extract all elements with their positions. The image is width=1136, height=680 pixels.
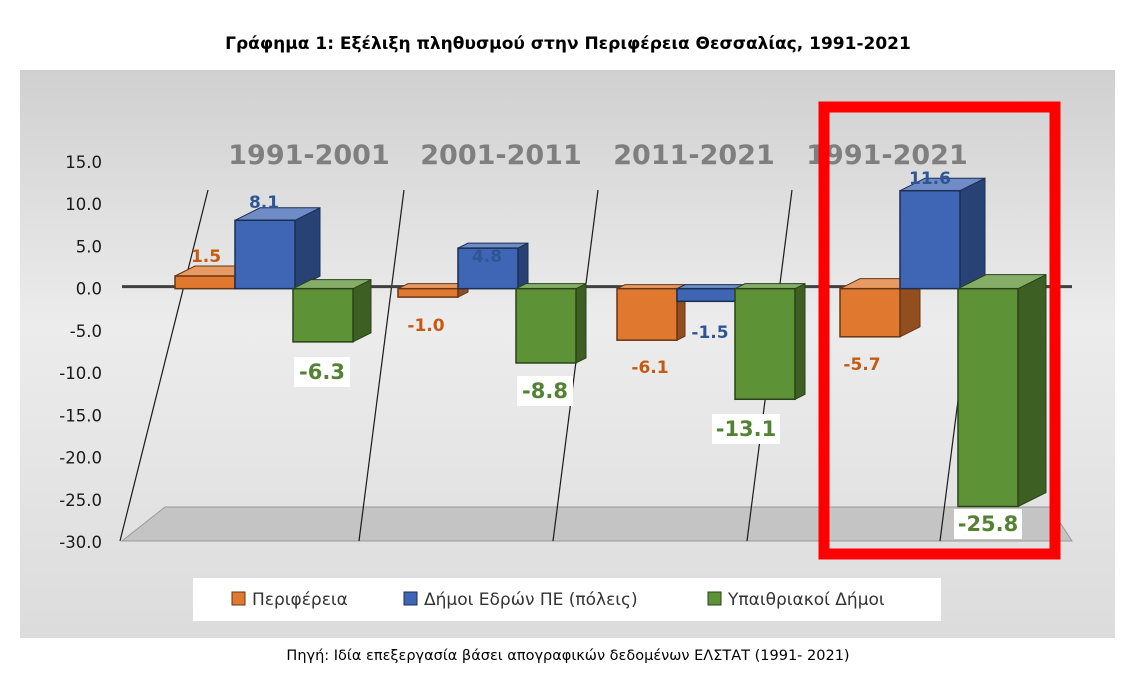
- category-label: 2001-2011: [420, 140, 582, 171]
- legend-swatch: [707, 591, 722, 606]
- data-label: -8.8: [522, 379, 568, 403]
- data-label: 11.6: [909, 169, 951, 189]
- bar: [957, 273, 1047, 508]
- legend-swatch: [231, 591, 246, 606]
- data-label: 1.5: [191, 247, 221, 267]
- bar: [899, 177, 986, 290]
- data-label: -1.0: [407, 316, 444, 336]
- legend-box: [193, 578, 941, 621]
- legend-label: Δήμοι Εδρών ΠΕ (πόλεις): [424, 590, 638, 610]
- data-label: -5.7: [843, 355, 880, 375]
- data-label: -25.8: [958, 512, 1019, 536]
- y-tick-label: 5.0: [76, 237, 102, 256]
- legend-item: Δήμοι Εδρών ΠΕ (πόλεις): [403, 590, 638, 610]
- bar: [292, 278, 372, 343]
- y-tick-label: -20.0: [59, 449, 102, 468]
- y-tick-label: 10.0: [65, 195, 102, 214]
- bar: [457, 242, 529, 290]
- bar: [397, 282, 469, 298]
- category-label: 1991-2001: [228, 140, 390, 171]
- chart-title: Γράφημα 1: Εξέλιξη πληθυσμού στην Περιφέ…: [225, 34, 911, 54]
- y-tick-label: -30.0: [59, 533, 102, 552]
- data-label-bg: [712, 414, 780, 444]
- data-label-bg: [294, 357, 350, 387]
- data-label: -1.5: [691, 323, 728, 343]
- bar: [616, 283, 686, 341]
- legend-item: Περιφέρεια: [231, 590, 348, 610]
- gridline: [358, 189, 405, 542]
- data-label-bg: [517, 376, 573, 406]
- y-tick-label: -15.0: [59, 406, 102, 425]
- y-tick-label: -25.0: [59, 491, 102, 510]
- y-tick-label: 0.0: [76, 280, 102, 299]
- bar: [515, 282, 587, 364]
- y-tick-label: -5.0: [70, 322, 102, 341]
- data-label: 4.8: [472, 247, 502, 267]
- bar: [234, 206, 321, 290]
- y-tick-label: 15.0: [65, 153, 102, 172]
- data-label: 8.1: [249, 193, 279, 213]
- bar: [676, 283, 746, 303]
- data-label: -13.1: [716, 417, 777, 441]
- y-tick-label: -10.0: [59, 364, 102, 383]
- data-label: -6.3: [299, 360, 345, 384]
- legend-label: Υπαιθριακοί Δήμοι: [727, 590, 885, 610]
- chart-floor: [120, 506, 1073, 542]
- legend-swatch: [403, 591, 418, 606]
- data-label: -6.1: [631, 358, 668, 378]
- gridline: [552, 189, 599, 542]
- source-note: Πηγή: Ιδία επεξεργασία βάσει απογραφικών…: [286, 648, 850, 664]
- category-label: 2011-2021: [613, 140, 775, 171]
- category-label: 1991-2021: [806, 140, 968, 171]
- gridline: [119, 189, 209, 542]
- data-label-bg: [954, 509, 1022, 539]
- highlight-frame: [818, 101, 1061, 560]
- legend-label: Περιφέρεια: [252, 590, 348, 610]
- legend-item: Υπαιθριακοί Δήμοι: [707, 590, 885, 610]
- bar: [734, 282, 806, 401]
